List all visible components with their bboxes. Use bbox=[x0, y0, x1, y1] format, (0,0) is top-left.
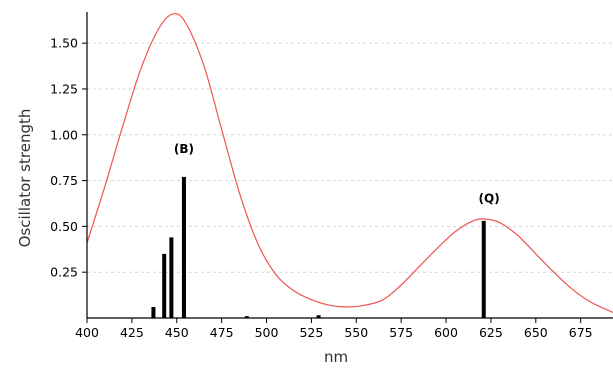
x-axis-title: nm bbox=[324, 348, 348, 366]
bar bbox=[151, 307, 156, 318]
x-tick-label: 675 bbox=[569, 325, 593, 340]
y-tick-labels: 0.25 0.50 0.75 1.00 1.25 1.50 bbox=[50, 36, 78, 280]
axes bbox=[82, 12, 613, 323]
bar bbox=[169, 237, 174, 318]
grid-lines bbox=[87, 42, 613, 273]
y-tick-label: 1.50 bbox=[50, 36, 78, 51]
peak-label: (Q) bbox=[479, 192, 500, 206]
x-tick-label: 475 bbox=[210, 325, 234, 340]
bar bbox=[181, 176, 186, 318]
x-tick-labels: 400 425 450 475 500 525 550 575 600 625 650 675 bbox=[75, 325, 593, 340]
oscillator-bars bbox=[151, 176, 486, 318]
x-tick-label: 525 bbox=[299, 325, 323, 340]
bar bbox=[316, 315, 321, 318]
x-tick-label: 625 bbox=[479, 325, 503, 340]
bar bbox=[481, 220, 486, 318]
x-tick-label: 400 bbox=[75, 325, 99, 340]
y-axis-title: Oscillator strength bbox=[16, 109, 34, 248]
peak-label: (B) bbox=[174, 142, 194, 156]
bar bbox=[162, 253, 167, 318]
y-tick-label: 1.25 bbox=[50, 81, 78, 96]
x-tick-label: 500 bbox=[255, 325, 279, 340]
y-tick-label: 0.25 bbox=[50, 265, 78, 280]
y-tick-label: 0.50 bbox=[50, 219, 78, 234]
x-tick-label: 575 bbox=[389, 325, 413, 340]
y-tick-label: 0.75 bbox=[50, 173, 78, 188]
x-tick-label: 450 bbox=[165, 325, 189, 340]
x-tick-label: 650 bbox=[524, 325, 548, 340]
x-tick-label: 425 bbox=[120, 325, 144, 340]
x-tick-label: 600 bbox=[434, 325, 458, 340]
peak-annotations: (B) (Q) bbox=[174, 142, 500, 205]
y-tick-label: 1.00 bbox=[50, 127, 78, 142]
x-tick-label: 550 bbox=[344, 325, 368, 340]
bar bbox=[244, 316, 249, 318]
spectrum-line bbox=[86, 12, 613, 314]
